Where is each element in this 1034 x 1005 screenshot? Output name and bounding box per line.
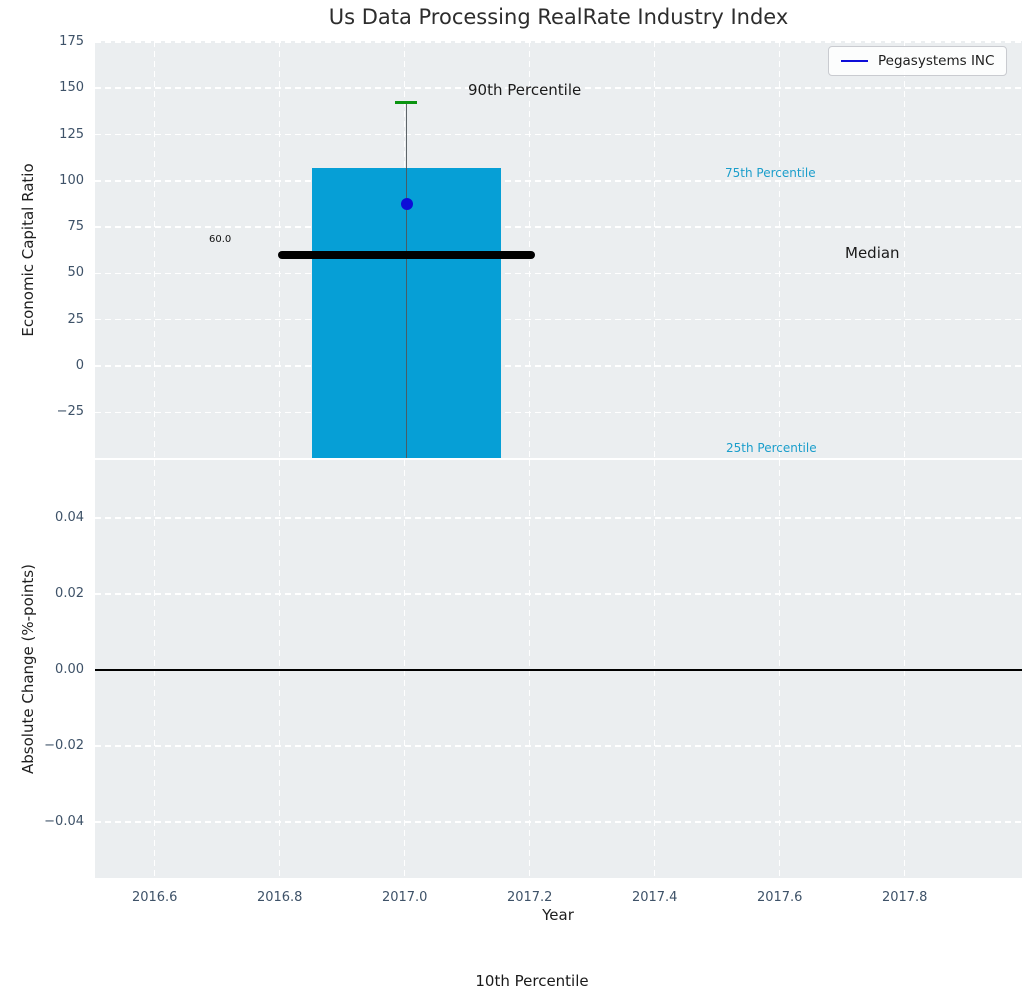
x-tick-label: 2017.2 [495,889,565,907]
gridline [95,412,1022,414]
x-tick-label: 2017.4 [620,889,690,907]
gridline [904,41,906,458]
y-tick-label: 175 [38,33,84,51]
median-line [278,251,535,259]
annotation-median: Median [845,244,900,262]
gridline [95,134,1022,136]
y-tick-label: 0.02 [30,585,84,603]
gridline [95,593,1022,595]
y-tick-label: 0 [38,357,84,375]
x-tick-label: 2017.6 [745,889,815,907]
p90-cap-marker [395,101,417,104]
x-tick-label: 2016.6 [120,889,190,907]
gridline [95,180,1022,182]
y-axis-label-bottom: Absolute Change (%-points) [19,564,37,774]
y-tick-label: 100 [38,172,84,190]
x-tick-label: 2017.8 [870,889,940,907]
gridline [529,41,531,458]
y-tick-label: 125 [38,126,84,144]
annotation-25th-percentile: 25th Percentile [726,441,817,455]
legend: Pegasystems INC [828,46,1007,76]
y-tick-label: 0.04 [30,509,84,527]
gridline [654,41,656,458]
gridline [95,226,1022,228]
y-tick-label: 75 [38,218,84,236]
figure: Us Data Processing RealRate Industry Ind… [0,0,1034,1005]
y-tick-label: −0.04 [30,813,84,831]
x-tick-label: 2016.8 [245,889,315,907]
gridline [154,41,156,458]
y-tick-label: −0.02 [30,737,84,755]
gridline [95,745,1022,747]
gridline [779,41,781,458]
y-axis-label-top: Economic Capital Ratio [19,163,37,336]
legend-label: Pegasystems INC [878,53,994,69]
gridline [95,319,1022,321]
y-tick-label: 50 [38,264,84,282]
annotation-median-value: 60.0 [209,234,231,245]
legend-line-swatch [841,60,868,63]
chart-title: Us Data Processing RealRate Industry Ind… [95,5,1022,29]
gridline [95,365,1022,367]
annotation-10th-percentile: 10th Percentile [382,972,682,990]
annotation-75th-percentile: 75th Percentile [725,166,816,180]
y-tick-label: 0.00 [30,661,84,679]
gridline [95,821,1022,823]
y-tick-label: 150 [38,79,84,97]
annotation-90th-percentile: 90th Percentile [468,81,581,99]
company-marker-dot [401,198,413,210]
whisker-line [406,102,408,458]
axes-top: 90th Percentile 75th Percentile Median 2… [95,41,1022,458]
gridline [279,41,281,458]
zero-line [95,669,1022,671]
x-tick-label: 2017.0 [370,889,440,907]
x-axis-label: Year [458,906,658,924]
gridline [95,273,1022,275]
y-tick-label: 25 [38,311,84,329]
y-tick-label: −25 [38,403,84,421]
gridline [95,517,1022,519]
gridline [95,41,1022,43]
axes-bottom [95,460,1022,878]
